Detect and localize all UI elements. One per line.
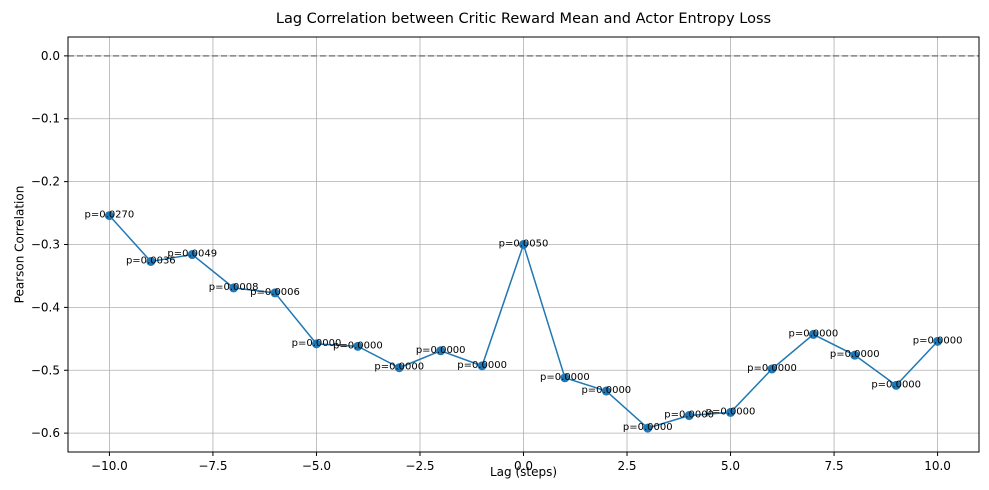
y-tick-label: −0.5 bbox=[31, 363, 60, 377]
y-tick-label: −0.4 bbox=[31, 300, 60, 314]
x-axis-ticks: −10.0 −7.5 −5.0 −2.5 0.0 2.5 5.0 7.5 10.0 bbox=[91, 452, 951, 473]
x-axis-label: Lag (steps) bbox=[490, 465, 557, 479]
data-point bbox=[726, 407, 736, 417]
data-point bbox=[891, 380, 901, 390]
data-point bbox=[187, 250, 197, 260]
data-point bbox=[229, 283, 239, 293]
data-point bbox=[560, 373, 570, 383]
x-tick-label: −10.0 bbox=[91, 459, 128, 473]
p-value-annotation: p=0.0000 bbox=[416, 345, 466, 356]
data-point bbox=[353, 341, 363, 351]
p-value-annotation: p=0.0000 bbox=[292, 338, 342, 349]
p-value-annotation: p=0.0270 bbox=[85, 210, 135, 221]
data-point bbox=[808, 329, 818, 339]
data-point bbox=[394, 363, 404, 373]
data-point bbox=[311, 339, 321, 349]
x-tick-label: 5.0 bbox=[721, 459, 740, 473]
data-point bbox=[270, 288, 280, 298]
x-tick-label: 0.0 bbox=[514, 459, 533, 473]
p-value-annotation: p=0.0000 bbox=[457, 360, 507, 371]
x-tick-label: −7.5 bbox=[198, 459, 227, 473]
data-point bbox=[684, 411, 694, 421]
p-value-annotation: p=0.0008 bbox=[209, 282, 259, 293]
y-tick-label: −0.6 bbox=[31, 426, 60, 440]
p-value-annotation: p=0.0049 bbox=[167, 249, 217, 260]
data-point bbox=[104, 211, 114, 221]
p-value-annotation: p=0.0000 bbox=[871, 379, 921, 390]
p-value-annotation: p=0.0000 bbox=[333, 340, 383, 351]
data-point bbox=[477, 361, 487, 371]
p-value-annotation: p=0.0000 bbox=[830, 349, 880, 360]
p-value-annotation: p=0.0050 bbox=[499, 239, 549, 250]
x-tick-label: 7.5 bbox=[825, 459, 844, 473]
p-value-annotation: p=0.0000 bbox=[706, 406, 756, 417]
data-point bbox=[146, 256, 156, 266]
x-tick-label: −5.0 bbox=[302, 459, 331, 473]
x-tick-label: −2.5 bbox=[405, 459, 434, 473]
data-point bbox=[436, 346, 446, 356]
p-value-annotation: p=0.0000 bbox=[664, 410, 714, 421]
y-tick-label: −0.3 bbox=[31, 238, 60, 252]
p-value-annotation: p=0.0000 bbox=[374, 362, 424, 373]
series-layer bbox=[104, 211, 943, 433]
data-point bbox=[601, 386, 611, 396]
y-tick-label: 0.0 bbox=[41, 49, 60, 63]
data-point bbox=[850, 350, 860, 360]
p-value-annotation: p=0.0000 bbox=[623, 422, 673, 433]
data-point bbox=[933, 336, 943, 346]
y-axis-label: Pearson Correlation bbox=[13, 186, 27, 304]
p-value-annotation: p=0.0000 bbox=[581, 385, 631, 396]
p-value-annotation: p=0.0000 bbox=[913, 335, 963, 346]
p-value-annotation: p=0.0036 bbox=[126, 255, 176, 266]
y-tick-label: −0.2 bbox=[31, 175, 60, 189]
data-point bbox=[643, 423, 653, 433]
y-tick-label: −0.1 bbox=[31, 112, 60, 126]
p-value-annotation: p=0.0000 bbox=[540, 372, 590, 383]
chart-title: Lag Correlation between Critic Reward Me… bbox=[276, 11, 771, 27]
x-tick-label: 2.5 bbox=[617, 459, 636, 473]
p-value-annotation: p=0.0000 bbox=[789, 328, 839, 339]
y-axis-ticks: 0.0 −0.1 −0.2 −0.3 −0.4 −0.5 −0.6 bbox=[31, 49, 68, 440]
data-point bbox=[767, 364, 777, 374]
p-value-annotation: p=0.0000 bbox=[747, 363, 797, 374]
x-tick-label: 10.0 bbox=[924, 459, 951, 473]
data-point bbox=[519, 240, 528, 249]
p-value-annotation: p=0.0006 bbox=[250, 287, 300, 298]
